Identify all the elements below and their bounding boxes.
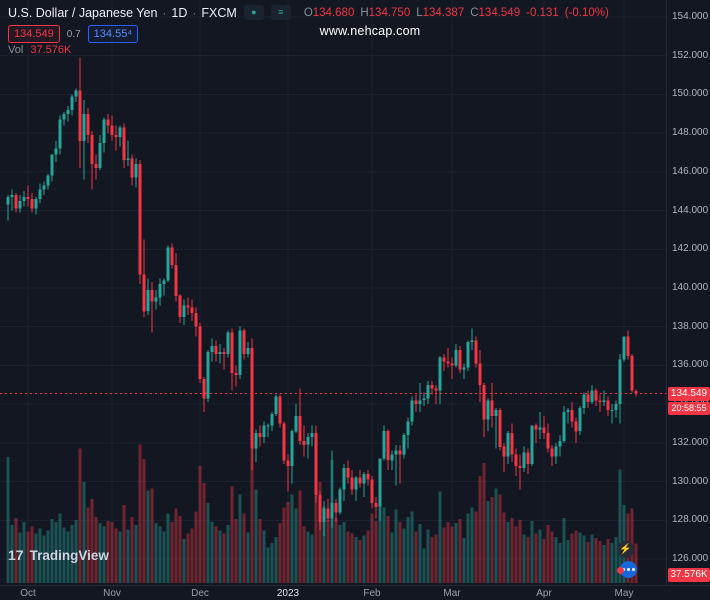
lightning-button[interactable]: ⚡ [617, 541, 634, 558]
price-tick-label: 154.000 [672, 11, 709, 22]
time-tick-label: Mar [443, 588, 461, 599]
price-scale[interactable]: 134.549 20:58:55 37.576K 154.000 152.000 1… [666, 0, 710, 585]
tradingview-logo-text: TradingView [29, 547, 109, 563]
price-tick-label: 152.000 [672, 50, 709, 61]
time-tick-label: 2023 [276, 588, 300, 599]
buy-price-button[interactable]: 134.55⁴ [87, 25, 139, 43]
price-tick-label: 138.000 [672, 321, 709, 332]
bar-countdown-badge: 20:58:55 [668, 402, 710, 415]
exchange-label[interactable]: FXCM [201, 5, 237, 20]
interval-label[interactable]: 1D [171, 5, 188, 20]
close-value: C134.549 [470, 6, 521, 19]
sell-price-button[interactable]: 134.549 [8, 25, 60, 43]
volume-value: 37.576K [30, 44, 72, 56]
price-tick-label: 140.000 [672, 282, 709, 293]
volume-label: Vol [8, 44, 24, 56]
price-tick-label: 150.000 [672, 88, 709, 99]
price-tick-label: 128.000 [672, 514, 709, 525]
time-scale[interactable]: Oct Nov Dec 2023 Feb Mar Apr May [0, 585, 710, 600]
time-tick-label: Oct [20, 588, 36, 599]
buy-sell-widget: 134.549 0.7 134.55⁴ [8, 25, 139, 43]
price-tick-label: 126.000 [672, 553, 709, 564]
lightning-icon: ⚡ [619, 544, 632, 555]
price-tick-label: 132.000 [672, 437, 709, 448]
price-tick-label: 144.000 [672, 205, 709, 216]
price-tick-label: 130.000 [672, 476, 709, 487]
price-tick-label: 142.000 [672, 243, 709, 254]
price-tick-label: 136.000 [672, 359, 709, 370]
change-value: -0.131 [526, 6, 559, 19]
status-dot-icon: ● [251, 7, 257, 17]
symbol-title[interactable]: U.S. Dollar / Japanese Yen [8, 5, 158, 20]
separator-dot: · [192, 5, 197, 20]
price-tick-label: 148.000 [672, 127, 709, 138]
legend-list-chip[interactable]: ≡ [270, 5, 291, 20]
ohlc-readout: O134.680 H134.750 L134.387 C134.549 -0.1… [304, 7, 609, 19]
high-value: H134.750 [360, 6, 411, 19]
price-tick-label: 146.000 [672, 166, 709, 177]
volume-readout: Vol 37.576K [8, 44, 71, 56]
time-tick-label: Dec [191, 588, 209, 599]
current-price-badge: 134.549 [668, 387, 710, 401]
time-tick-label: Apr [536, 588, 552, 599]
low-value: L134.387 [416, 6, 465, 19]
time-tick-label: May [614, 588, 634, 599]
time-tick-label: Nov [103, 588, 121, 599]
legend-row: U.S. Dollar / Japanese Yen · 1D · FXCM ●… [8, 5, 609, 20]
legend-lines-icon: ≡ [278, 7, 284, 17]
watermark-text: www.nehcap.com [319, 24, 421, 38]
chat-icon [627, 568, 630, 571]
volume-axis-badge: 37.576K [668, 568, 710, 582]
chart-canvas[interactable] [0, 0, 666, 600]
tradingview-logo[interactable]: 17 TradingView [8, 547, 109, 563]
market-status-chip[interactable]: ● [243, 5, 264, 20]
chat-widget-button[interactable] [617, 561, 637, 578]
time-tick-label: Feb [363, 588, 381, 599]
open-value: O134.680 [303, 6, 355, 19]
spread-value: 0.7 [66, 28, 81, 40]
tradingview-logo-icon: 17 [8, 547, 24, 563]
change-percent: (-0.10%) [564, 6, 609, 19]
notification-dot [617, 567, 624, 574]
separator-dot: · [162, 5, 167, 20]
